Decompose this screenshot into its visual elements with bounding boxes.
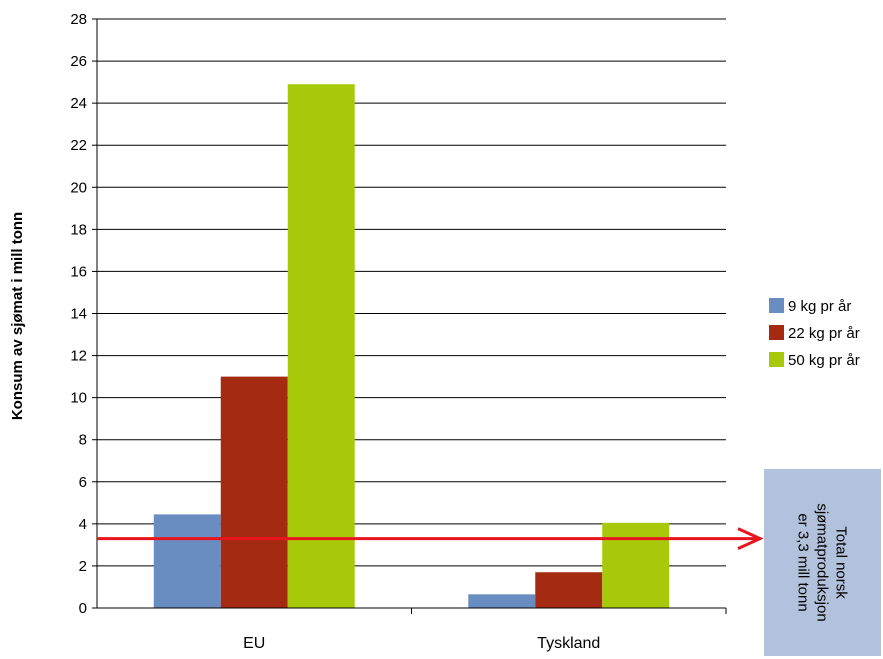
annotation-text: Total norsksjømatproduksjoner 3,3 mill t…: [795, 503, 850, 621]
y-tick-label: 10: [70, 390, 87, 407]
annotation-line: sjømatproduksjon: [814, 503, 831, 621]
bar: [468, 594, 536, 608]
annotation-background: [764, 469, 881, 656]
legend-label: 22 kg pr år: [788, 325, 860, 342]
reference-line: [97, 527, 764, 550]
category-label: EU: [243, 635, 265, 652]
y-tick-label: 0: [79, 600, 87, 617]
legend-swatch: [769, 298, 784, 313]
y-tick-label: 14: [70, 306, 87, 323]
bars: [153, 84, 670, 609]
bar: [287, 84, 355, 609]
y-tick-label: 24: [70, 95, 87, 112]
category-label: Tyskland: [537, 635, 600, 652]
y-tick-label: 26: [70, 53, 87, 70]
y-tick-label: 22: [70, 137, 87, 154]
y-tick-label: 4: [79, 516, 87, 533]
legend-label: 9 kg pr år: [788, 298, 851, 315]
bar: [535, 572, 603, 608]
annotation-line: Total norsk: [833, 526, 850, 599]
legend-swatch: [769, 352, 784, 367]
y-tick-label: 6: [79, 474, 87, 491]
y-tick-label: 8: [79, 432, 87, 449]
y-tick-label: 28: [70, 11, 87, 28]
category-labels: EU Tyskland: [243, 635, 600, 652]
bar: [602, 522, 670, 608]
y-tick-label: 16: [70, 263, 87, 280]
y-axis-label: Konsum av sjømat i mill tonn: [9, 212, 26, 420]
axes: [92, 18, 727, 614]
annotation-box: Total norsksjømatproduksjoner 3,3 mill t…: [764, 469, 881, 656]
legend-swatch: [769, 325, 784, 340]
bar: [153, 514, 221, 608]
y-tick-label: 12: [70, 348, 87, 365]
y-tick-label: 20: [70, 179, 87, 196]
gridlines: [97, 18, 726, 567]
annotation-line: er 3,3 mill tonn: [795, 513, 812, 611]
y-tick-label: 18: [70, 221, 87, 238]
legend-label: 50 kg pr år: [788, 352, 860, 369]
reference-arrowhead: [737, 527, 764, 550]
y-tick-label: 2: [79, 558, 87, 575]
bar: [220, 376, 288, 608]
legend: 9 kg pr år 22 kg pr år 50 kg pr år: [769, 298, 860, 369]
